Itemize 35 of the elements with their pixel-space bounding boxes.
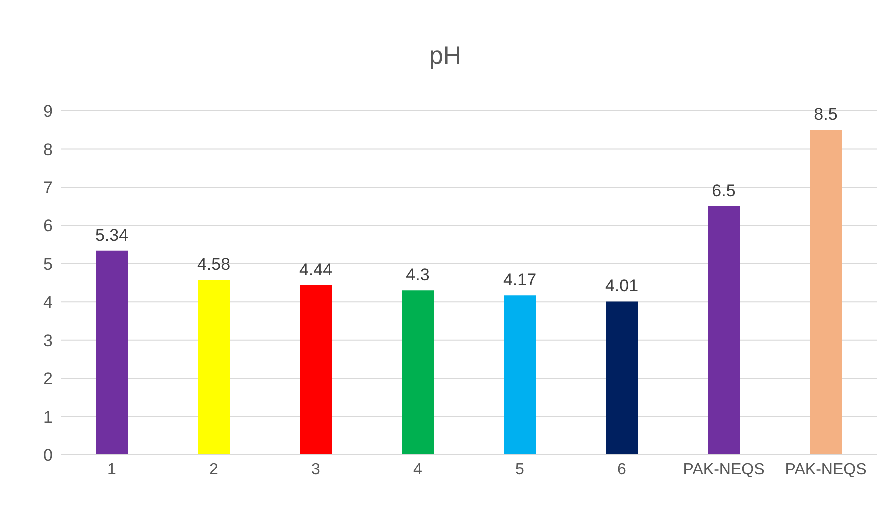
x-tick-label: 4 — [414, 461, 423, 478]
y-tick-label: 3 — [44, 331, 53, 350]
data-label: 5.34 — [95, 226, 129, 245]
bar — [96, 250, 128, 455]
y-tick-label: 4 — [44, 293, 53, 312]
x-tick-label: 6 — [618, 461, 627, 478]
x-tick-label: PAK-NEQS — [683, 461, 765, 478]
data-label: 4.58 — [197, 254, 231, 274]
bar — [198, 280, 230, 455]
data-label: 4.17 — [503, 270, 537, 290]
y-tick-label: 6 — [44, 216, 53, 236]
x-tick-label: 5 — [516, 461, 525, 478]
data-label: 6.5 — [712, 182, 736, 201]
y-tick-label: 9 — [44, 102, 53, 122]
x-tick-label: 2 — [210, 461, 219, 478]
x-tick-label: 3 — [312, 461, 321, 478]
bar — [504, 296, 536, 455]
x-tick-label: 1 — [108, 461, 117, 478]
bar — [708, 206, 740, 455]
bar — [402, 290, 434, 455]
bar — [606, 302, 638, 455]
chart-title: pH — [428, 42, 462, 71]
x-tick-label: PAK-NEQS — [785, 461, 867, 478]
y-tick-label: 1 — [44, 408, 53, 427]
bar — [300, 285, 332, 455]
data-label: 4.3 — [406, 266, 430, 285]
y-tick-label: 0 — [44, 446, 53, 466]
data-label: 4.01 — [605, 276, 639, 296]
bar — [810, 130, 842, 455]
data-label: 4.44 — [299, 260, 333, 280]
y-tick-label: 7 — [44, 178, 53, 198]
y-tick-label: 5 — [44, 254, 53, 274]
y-tick-label: 8 — [44, 140, 53, 160]
y-tick-label: 2 — [44, 370, 53, 389]
data-label: 8.5 — [814, 105, 838, 124]
